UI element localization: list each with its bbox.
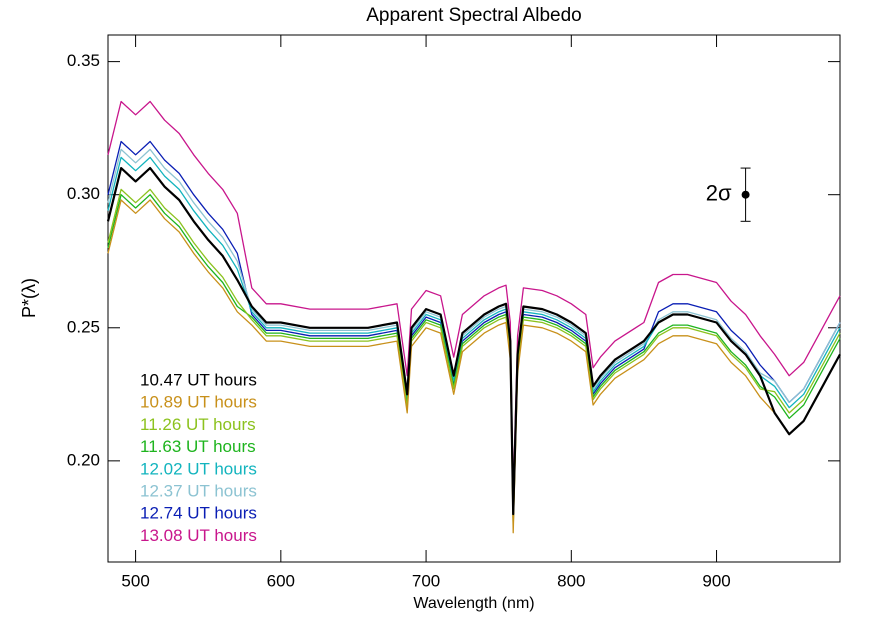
legend-entry: 11.63 UT hours [140,437,256,456]
legend-entry: 12.37 UT hours [140,481,257,500]
legend-entry: 13.08 UT hours [140,526,257,545]
y-tick-label: 0.30 [67,184,100,203]
y-tick-label: 0.20 [67,450,100,469]
legend-entry: 12.02 UT hours [140,459,257,478]
spectrum-line [107,100,841,497]
x-tick-label: 600 [267,571,295,590]
plot-frame [107,34,841,563]
annotation-text: 2σ [706,181,732,206]
chart-title: Apparent Spectral Albedo [366,5,582,26]
x-tick-label: 800 [557,571,585,590]
legend-entry: 11.26 UT hours [140,415,256,434]
spectrum-line [107,194,841,526]
error-point [741,190,750,199]
x-tick-label: 900 [702,571,730,590]
spectrum-line [106,167,841,516]
x-tick-label: 500 [121,571,149,590]
legend-entry: 10.89 UT hours [140,393,257,412]
spectrum-line [107,199,841,534]
y-tick-label: 0.25 [67,317,100,336]
x-tick-label: 700 [412,571,440,590]
legend-entry: 10.47 UT hours [140,370,257,389]
spectrum-line [107,188,841,529]
x-axis-label: Wavelength (nm) [413,595,534,612]
legend-entry: 12.74 UT hours [140,504,257,523]
y-axis-label: P*(λ) [19,278,39,318]
y-tick-label: 0.35 [67,51,100,70]
